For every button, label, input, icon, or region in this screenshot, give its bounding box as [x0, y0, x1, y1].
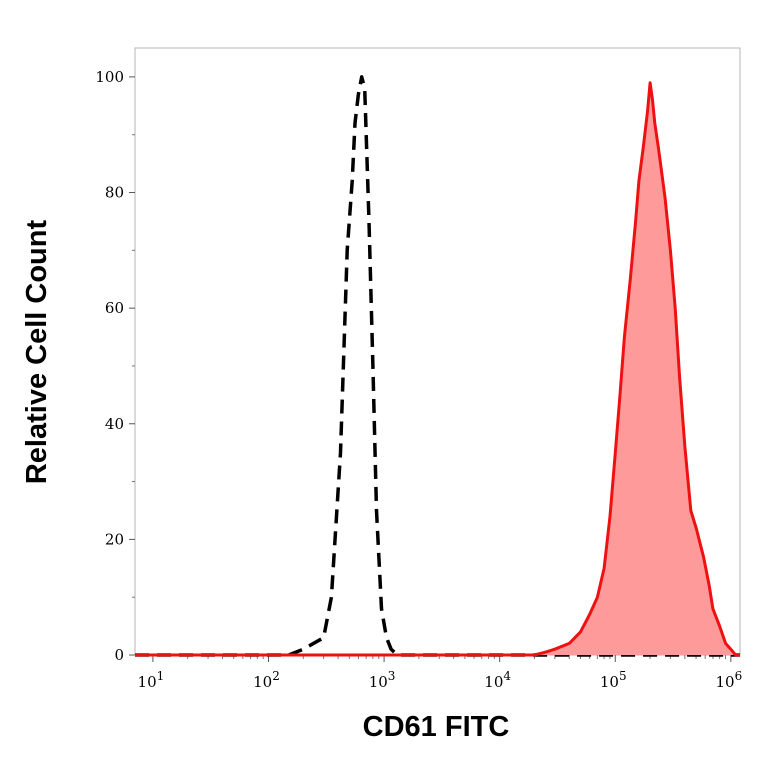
series-1-fill — [135, 82, 740, 655]
x-tick-label: 103 — [369, 669, 396, 691]
series-0-line — [135, 75, 740, 657]
x-tick-label: 101 — [138, 669, 165, 691]
x-tick-label: 104 — [484, 669, 511, 691]
y-tick-label: 80 — [105, 184, 124, 202]
x-tick-label: 106 — [715, 669, 742, 691]
y-tick-label: 20 — [105, 530, 124, 548]
series-1-line — [135, 81, 740, 657]
y-tick-label: 0 — [114, 646, 124, 664]
y-tick-label: 40 — [105, 415, 124, 433]
y-tick-label: 60 — [105, 299, 124, 317]
x-tick-label: 102 — [253, 669, 280, 691]
x-tick-label: 105 — [600, 669, 627, 691]
y-axis-title: Relative Cell Count — [21, 220, 53, 485]
x-axis-title: CD61 FITC — [363, 711, 510, 743]
y-tick-label: 100 — [95, 68, 124, 86]
